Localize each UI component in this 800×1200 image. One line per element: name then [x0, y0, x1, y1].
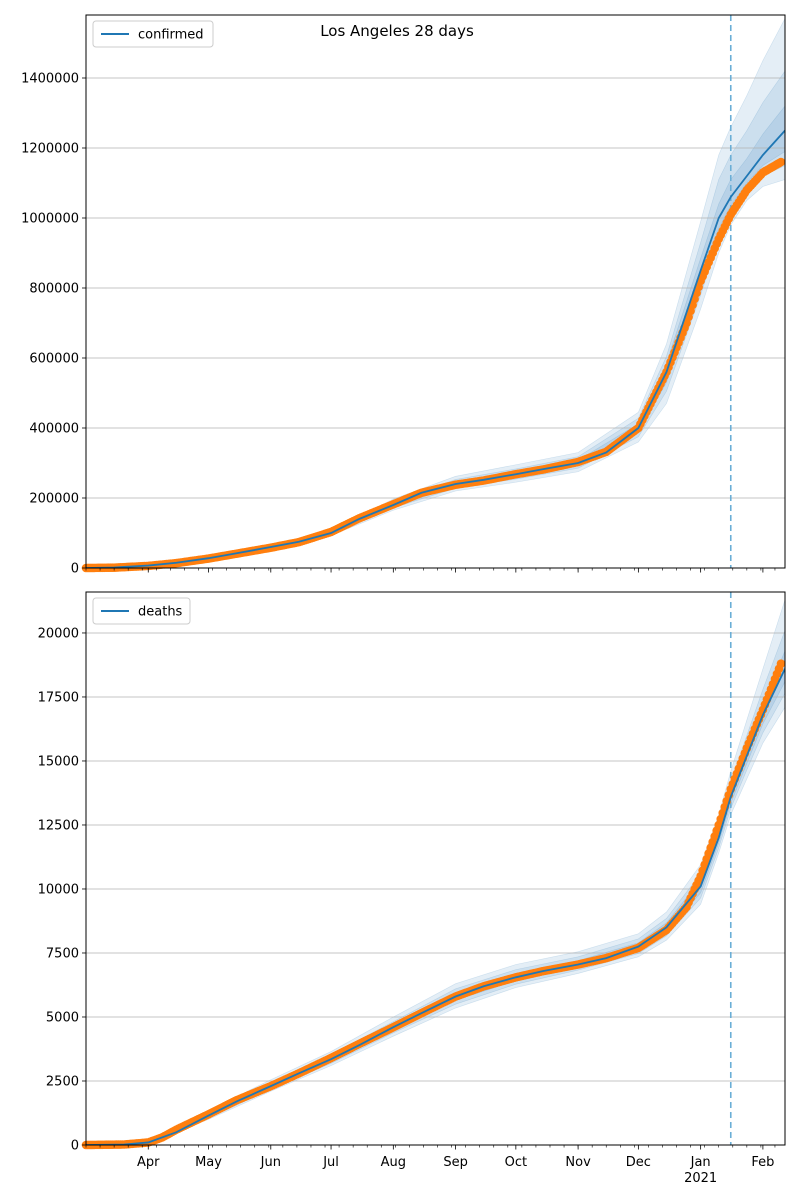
x-year-label: 2021 — [684, 1171, 717, 1186]
x-tick-label: Nov — [565, 1155, 591, 1170]
deaths-model-line — [86, 668, 785, 1145]
x-tick-label: Sep — [443, 1155, 468, 1170]
deaths-y-tick-label: 5000 — [46, 1010, 79, 1025]
x-tick-label: Jul — [322, 1155, 339, 1170]
legend-box — [92, 597, 191, 625]
chart-title: Los Angeles 28 days — [320, 22, 474, 40]
legend-label-deaths: deaths — [138, 605, 183, 620]
confirmed-model-line — [86, 129, 785, 568]
confirmed-plot-frame — [85, 14, 786, 569]
confirmed-y-tick-label: 1000000 — [21, 212, 79, 227]
deaths-legend: deaths — [92, 597, 191, 625]
deaths-y-tick-label: 2500 — [46, 1074, 79, 1089]
confirmed-y-tick-label: 800000 — [29, 282, 79, 297]
deaths-y-tick-label: 15000 — [38, 754, 79, 769]
confirmed-y-tick-label: 200000 — [29, 492, 79, 507]
x-tick-label: Oct — [505, 1155, 527, 1170]
confirmed-y-tick-label: 1200000 — [21, 142, 79, 157]
confirmed-series — [81, 15, 786, 573]
x-tick-label: Jun — [260, 1155, 281, 1170]
x-tick-label: Apr — [137, 1155, 160, 1170]
deaths-plot-frame — [85, 591, 786, 1146]
deaths-axes: 0 2500 5000 7500 10000 12500 15000 17500 20000 — [38, 591, 786, 1154]
confirmed-y-tick-label: 0 — [71, 562, 79, 577]
deaths-y-tick-label: 12500 — [38, 818, 79, 833]
x-tick-label: Feb — [751, 1155, 774, 1170]
deaths-observed-point — [776, 659, 786, 668]
deaths-band-0 — [147, 599, 785, 1144]
x-tick-label: Aug — [381, 1155, 406, 1170]
x-tick-label: Jan — [690, 1155, 711, 1170]
confirmed-legend: confirmed — [92, 20, 214, 48]
confirmed-panel: 0 200000 400000 600000 800000 1000000 1200000 1… — [21, 14, 786, 577]
confirmed-y-tick-label: 400000 — [29, 422, 79, 437]
legend-label-confirmed: confirmed — [138, 28, 204, 43]
confirmed-observed-point — [776, 157, 786, 167]
x-tick-label: May — [195, 1155, 222, 1170]
confirmed-band-0 — [330, 18, 785, 536]
deaths-gridlines — [86, 632, 785, 1082]
deaths-panel: 0 2500 5000 7500 10000 12500 15000 17500 20000 d… — [38, 591, 786, 1154]
deaths-y-tick-label: 7500 — [46, 946, 79, 961]
deaths-y-tick-label: 10000 — [38, 882, 79, 897]
legend-box — [92, 20, 214, 48]
deaths-y-tick-label: 0 — [71, 1139, 79, 1154]
deaths-band-1 — [147, 630, 785, 1144]
confirmed-y-tick-label: 1400000 — [21, 72, 79, 87]
deaths-y-tick-label: 20000 — [38, 626, 79, 641]
confirmed-axes: 0 200000 400000 600000 800000 1000000 1200000 1… — [21, 14, 786, 577]
x-tick-label: Dec — [626, 1155, 651, 1170]
deaths-y-tick-label: 17500 — [38, 690, 79, 705]
x-axis-labels: Apr May Jun Jul Aug Sep Oct Nov Dec Jan Feb 2021 — [137, 1155, 774, 1186]
confirmed-y-tick-label: 600000 — [29, 352, 79, 367]
